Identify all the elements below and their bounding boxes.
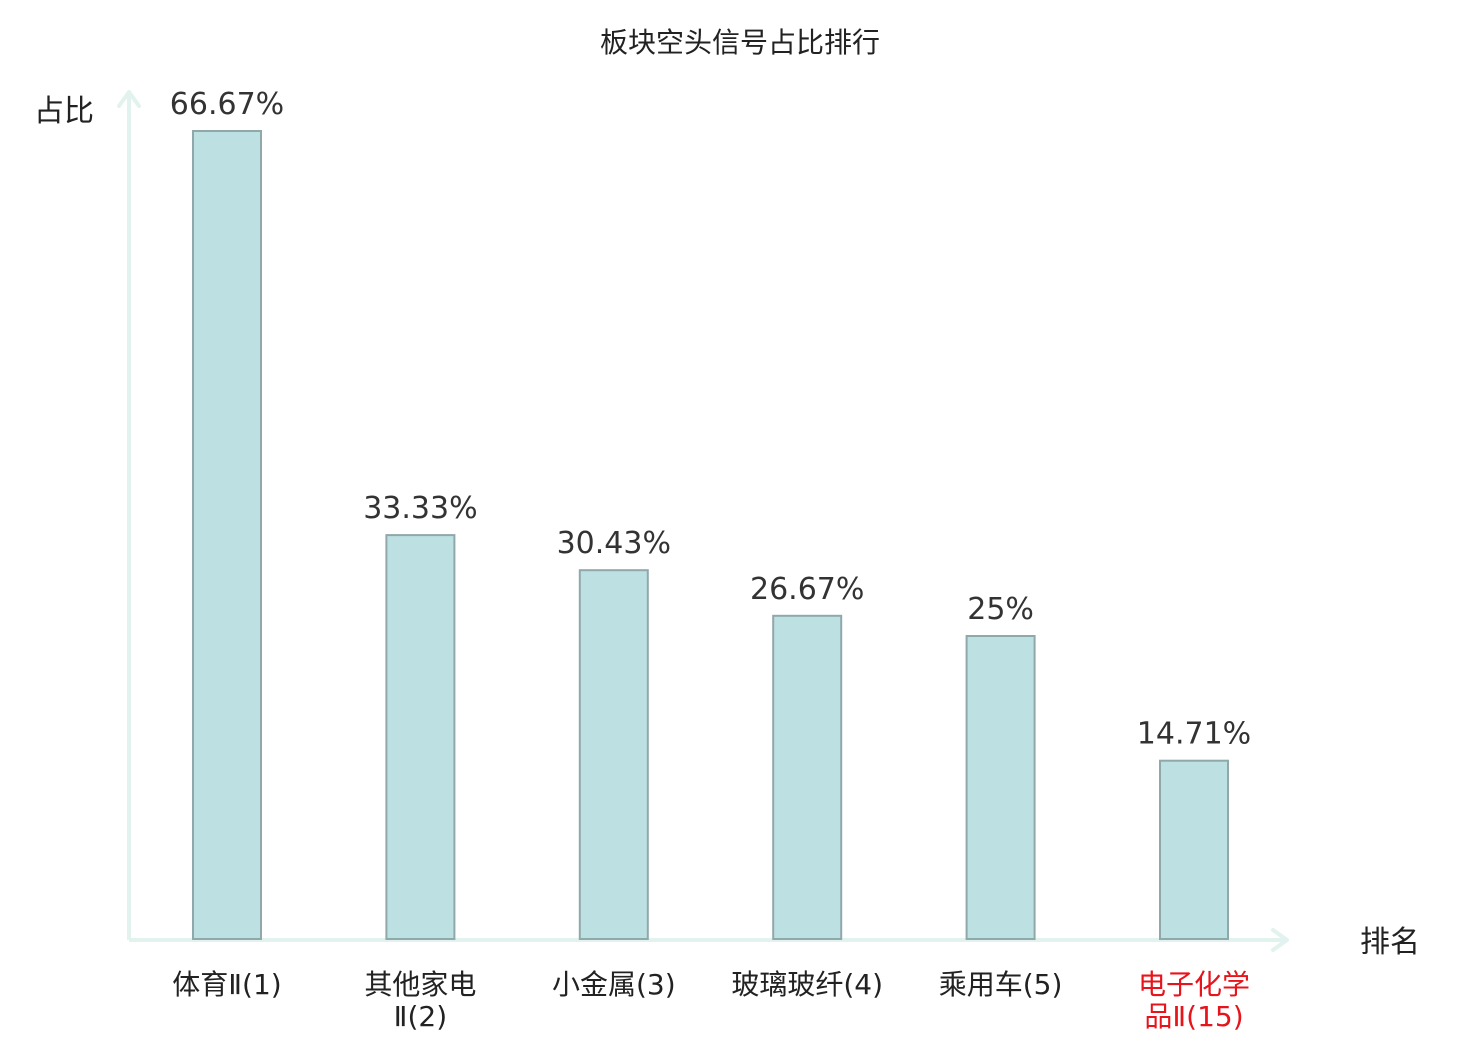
bar-2 xyxy=(385,534,456,940)
category-label-5: 乘用车(5) xyxy=(939,968,1063,1001)
category-label-2-line2: Ⅱ(2) xyxy=(394,1000,447,1033)
category-label-6-line2: 品Ⅱ(15) xyxy=(1144,1000,1243,1033)
bar-3 xyxy=(578,569,649,940)
value-label-3: 30.43% xyxy=(557,526,671,561)
value-label-1: 66.67% xyxy=(170,87,284,122)
category-label-6: 电子化学 xyxy=(1138,968,1250,1001)
y-axis-arrow xyxy=(117,90,141,108)
value-label-4: 26.67% xyxy=(750,572,864,607)
value-label-5: 25% xyxy=(967,592,1034,627)
value-label-2: 33.33% xyxy=(363,491,477,526)
value-label-6: 14.71% xyxy=(1137,717,1251,752)
bar-6 xyxy=(1159,759,1229,941)
category-label-4: 玻璃玻纤(4) xyxy=(731,968,883,1001)
category-label-1: 体育Ⅱ(1) xyxy=(172,968,281,1001)
bar-5 xyxy=(965,635,1036,940)
category-label-2: 其他家电 xyxy=(364,968,476,1001)
bar-1 xyxy=(192,130,262,940)
bars-layer xyxy=(192,130,1229,941)
bar-4 xyxy=(772,614,843,940)
value-labels-layer: 66.67% 33.33% 30.43% 26.67% 25% 14.71% xyxy=(170,87,1251,752)
x-axis-arrow xyxy=(1271,928,1289,952)
y-axis-label: 占比 xyxy=(34,94,94,129)
chart-title: 板块空头信号占比排行 xyxy=(600,26,880,59)
x-axis-label: 排名 xyxy=(1360,925,1420,960)
category-label-3: 小金属(3) xyxy=(552,968,676,1001)
